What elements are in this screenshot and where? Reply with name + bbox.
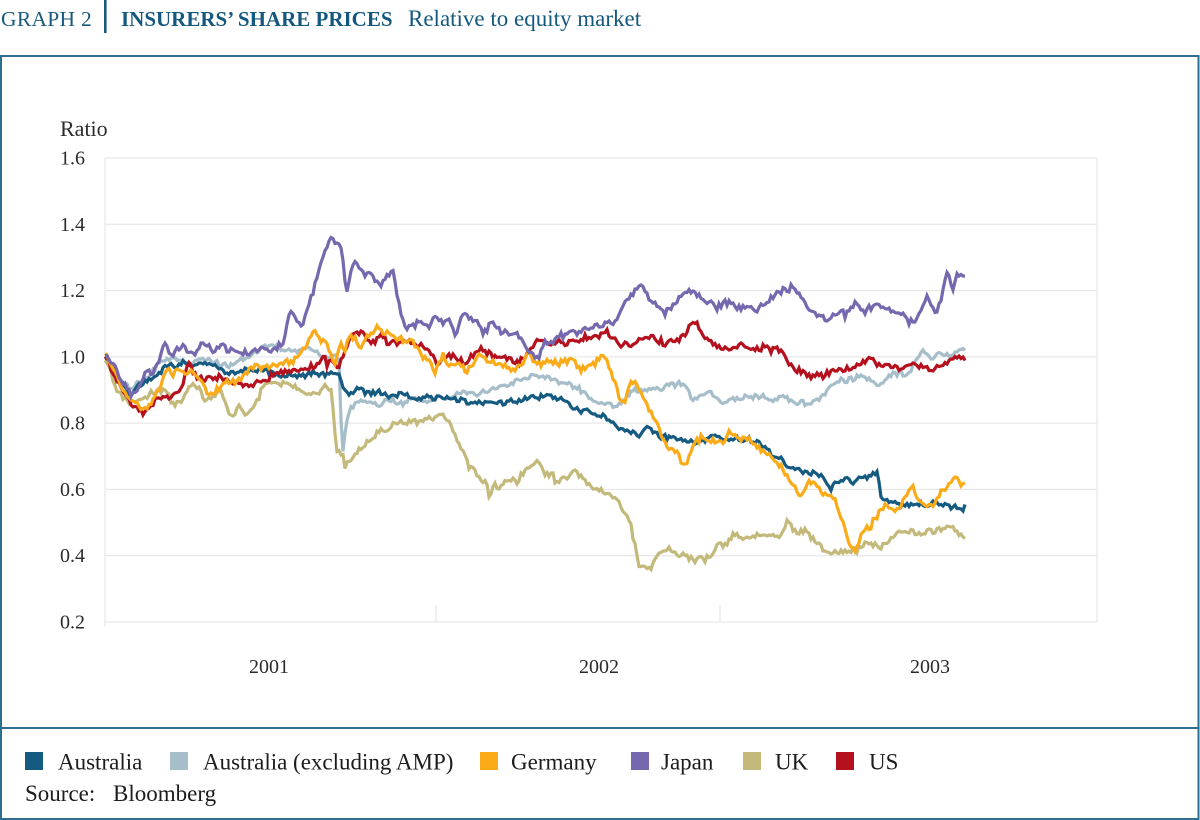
svg-text:0.8: 0.8: [60, 413, 85, 435]
svg-text:Source:: Source:: [25, 781, 95, 806]
svg-text:US: US: [869, 750, 898, 775]
svg-text:1.2: 1.2: [60, 280, 85, 302]
svg-text:UK: UK: [775, 750, 809, 775]
svg-text:GRAPH 2: GRAPH 2: [1, 7, 92, 31]
svg-text:Australia (excluding AMP): Australia (excluding AMP): [203, 750, 453, 775]
svg-text:Germany: Germany: [511, 750, 597, 775]
svg-text:2001: 2001: [249, 656, 289, 678]
svg-text:Ratio: Ratio: [60, 116, 108, 141]
svg-text:Japan: Japan: [661, 750, 714, 775]
svg-text:0.4: 0.4: [60, 545, 85, 567]
svg-text:Relative to equity market: Relative to equity market: [408, 6, 642, 31]
svg-text:0.2: 0.2: [60, 612, 85, 634]
svg-text:2003: 2003: [910, 656, 950, 678]
svg-text:1.0: 1.0: [60, 346, 85, 368]
svg-text:1.6: 1.6: [60, 148, 85, 170]
svg-text:1.4: 1.4: [60, 214, 85, 236]
svg-text:0.6: 0.6: [60, 479, 85, 501]
svg-text:Australia: Australia: [58, 750, 142, 775]
svg-text:Bloomberg: Bloomberg: [113, 781, 217, 806]
svg-text:INSURERS’ SHARE PRICES: INSURERS’ SHARE PRICES: [121, 7, 393, 31]
svg-text:2002: 2002: [579, 656, 619, 678]
